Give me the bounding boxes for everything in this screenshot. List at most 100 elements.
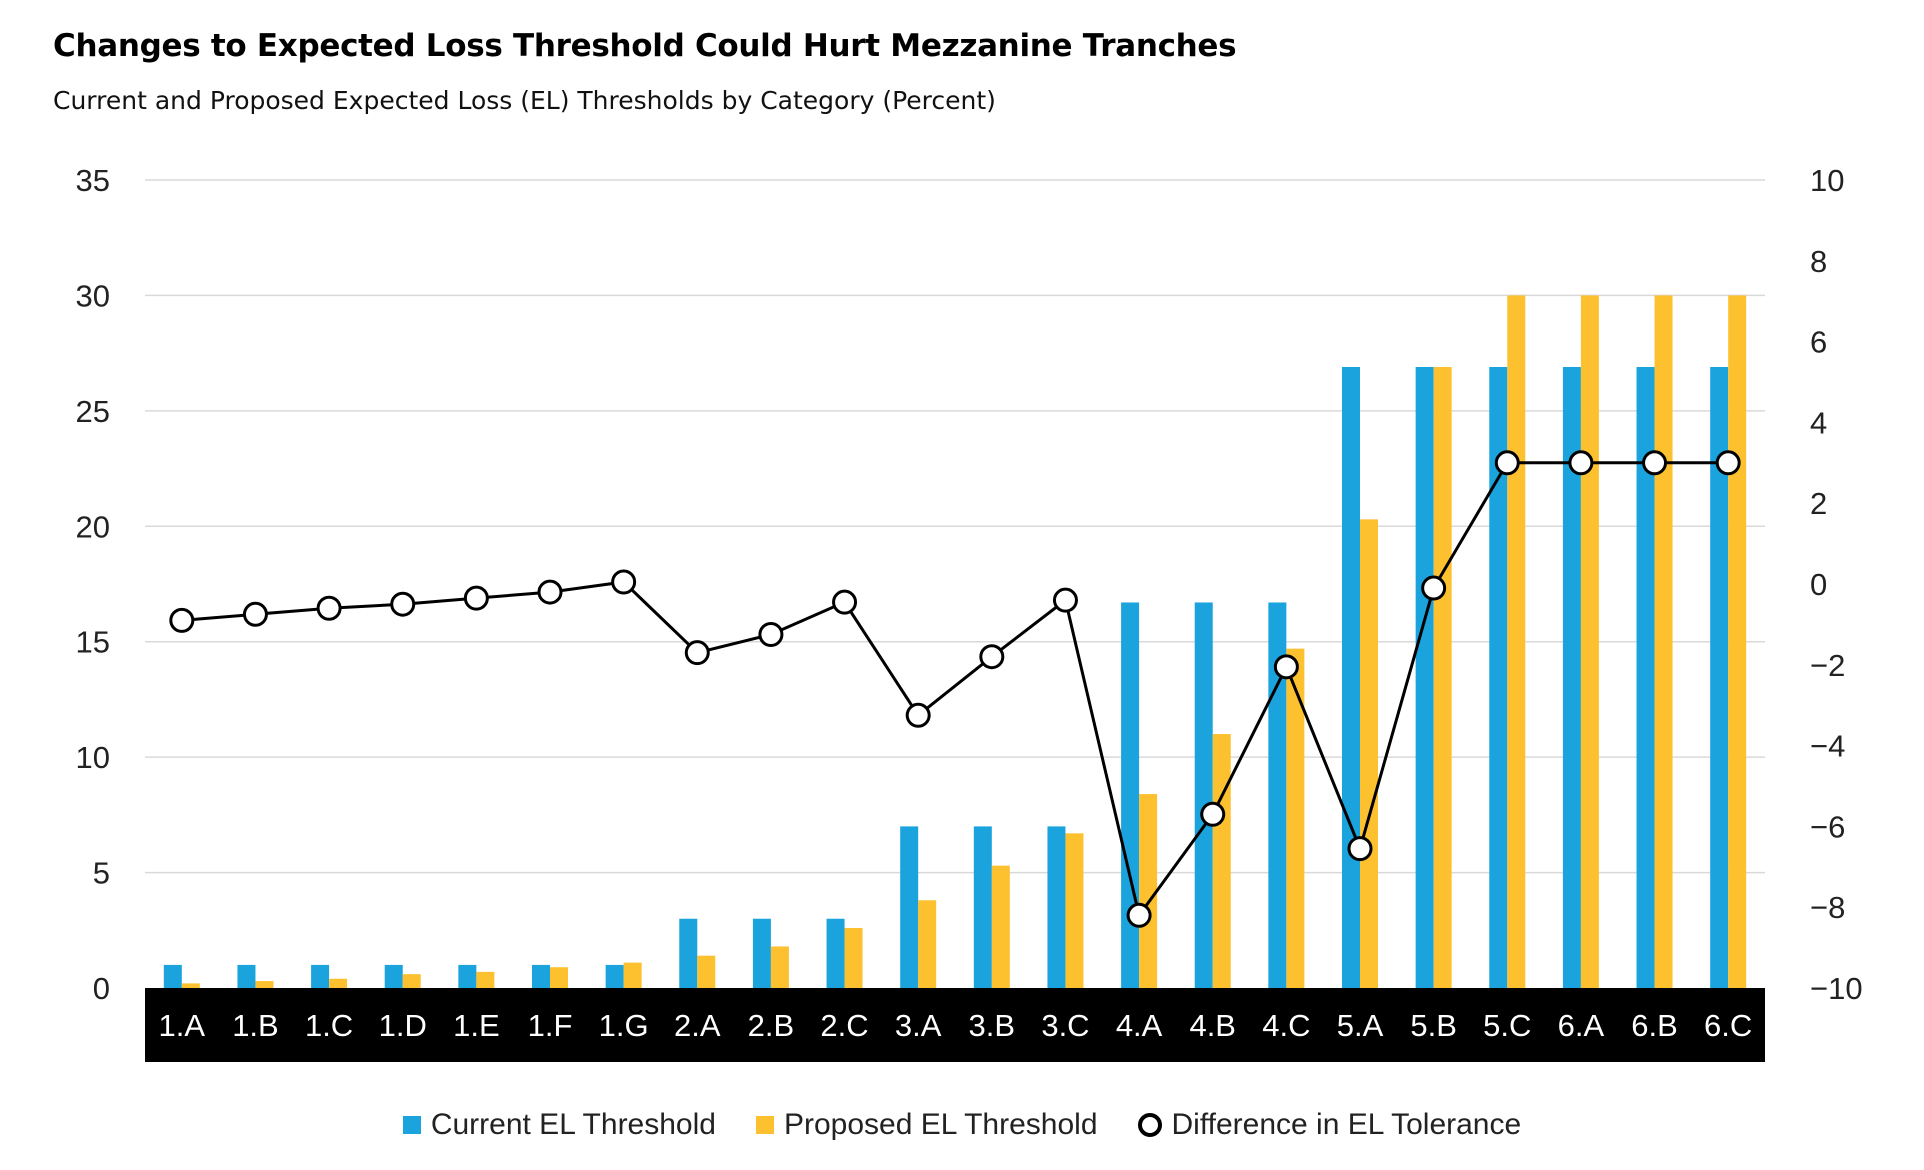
- difference-point: [537, 579, 563, 605]
- category-label: 2.A: [674, 1008, 721, 1043]
- category-label: 1.E: [453, 1008, 500, 1043]
- legend-label-proposed: Proposed EL Threshold: [783, 1108, 1098, 1141]
- category-label: 6.B: [1631, 1008, 1678, 1043]
- category-label: 1.C: [305, 1008, 353, 1043]
- bar-proposed: [1212, 734, 1231, 988]
- left-tick-label: 10: [76, 740, 110, 775]
- bar-current: [679, 918, 698, 988]
- difference-point: [758, 622, 784, 647]
- bar-proposed: [623, 962, 642, 988]
- bar-current: [311, 964, 330, 988]
- bar-proposed: [1654, 295, 1673, 988]
- bar-proposed: [1580, 295, 1599, 988]
- left-tick-label: 20: [76, 509, 110, 544]
- right-tick-label: −8: [1810, 890, 1845, 925]
- bar-current: [826, 918, 845, 988]
- right-tick-label: 0: [1810, 567, 1827, 602]
- category-label: 1.B: [232, 1008, 279, 1043]
- difference-point: [1273, 654, 1299, 680]
- right-tick-label: 2: [1810, 486, 1827, 521]
- left-tick-label: 5: [93, 856, 110, 891]
- legend-label-current: Current EL Threshold: [430, 1108, 716, 1141]
- difference-point: [905, 702, 931, 728]
- difference-line: [181, 461, 1729, 919]
- difference-point: [1052, 587, 1078, 613]
- bar-current: [1121, 602, 1140, 988]
- bar-current: [384, 964, 403, 988]
- bar-current: [1194, 602, 1213, 988]
- bar-proposed: [1728, 295, 1747, 988]
- category-label: 4.C: [1262, 1008, 1310, 1043]
- left-tick-label: 0: [93, 971, 110, 1006]
- category-label: 5.C: [1483, 1008, 1531, 1043]
- legend-swatch-difference: [1137, 1113, 1162, 1137]
- bar-proposed: [918, 900, 937, 988]
- bar-proposed: [1065, 833, 1084, 988]
- category-label: 1.F: [528, 1008, 573, 1043]
- bar-current: [1489, 366, 1508, 989]
- bar-current: [605, 964, 624, 988]
- category-label: 3.C: [1041, 1008, 1089, 1043]
- difference-point: [242, 601, 268, 627]
- right-tick-label: 6: [1810, 325, 1827, 360]
- difference-point: [316, 595, 342, 621]
- legend-swatch-current: [402, 1116, 421, 1134]
- bar-current: [973, 826, 992, 988]
- bar-proposed: [991, 865, 1010, 988]
- bar-proposed: [1139, 794, 1158, 988]
- left-tick-label: 25: [76, 394, 110, 429]
- right-tick-label: −10: [1810, 971, 1863, 1006]
- bar-current: [458, 964, 477, 988]
- difference-line-layer: [169, 450, 1741, 928]
- legend: Current EL Threshold Proposed EL Thresho…: [0, 1108, 1924, 1142]
- bar-proposed: [844, 927, 863, 988]
- right-tick-label: 8: [1810, 244, 1827, 279]
- left-tick-label: 35: [76, 163, 110, 198]
- left-axis-ticks: 0 5 10 15 20 25 30 35: [76, 163, 110, 1006]
- difference-point: [1200, 801, 1226, 827]
- right-tick-label: 10: [1810, 163, 1844, 198]
- difference-point: [611, 569, 637, 595]
- right-tick-label: 4: [1810, 405, 1827, 440]
- category-label: 2.B: [748, 1008, 795, 1043]
- legend-item-difference: Difference in EL Tolerance: [1137, 1108, 1522, 1142]
- bar-current: [1415, 366, 1434, 989]
- left-tick-label: 30: [76, 278, 110, 313]
- bar-proposed: [255, 981, 274, 988]
- difference-point: [1347, 836, 1373, 862]
- difference-point: [1126, 902, 1152, 928]
- bar-proposed: [329, 978, 348, 988]
- bar-current: [1636, 366, 1655, 989]
- bar-current: [1562, 366, 1581, 989]
- category-label: 4.A: [1116, 1008, 1163, 1043]
- difference-point: [390, 591, 416, 617]
- legend-swatch-proposed: [755, 1116, 774, 1134]
- legend-item-proposed: Proposed EL Threshold: [755, 1108, 1098, 1142]
- bar-proposed: [181, 983, 200, 988]
- bar-current: [163, 964, 182, 988]
- legend-label-difference: Difference in EL Tolerance: [1171, 1108, 1522, 1141]
- bar-proposed: [1433, 366, 1452, 989]
- bar-proposed: [770, 946, 789, 988]
- difference-point: [1421, 575, 1447, 601]
- difference-point: [684, 640, 710, 666]
- bar-proposed: [402, 974, 421, 988]
- left-tick-label: 15: [76, 625, 110, 660]
- right-tick-label: −6: [1810, 809, 1845, 844]
- difference-point: [1642, 450, 1668, 476]
- bar-current: [1268, 602, 1287, 988]
- bar-current: [1710, 366, 1729, 989]
- category-label: 1.G: [599, 1008, 649, 1043]
- bar-current: [237, 964, 256, 988]
- difference-point: [1715, 450, 1741, 476]
- bar-current: [900, 826, 919, 988]
- category-label: 6.A: [1558, 1008, 1605, 1043]
- bar-proposed: [476, 971, 495, 988]
- chart-subtitle: Current and Proposed Expected Loss (EL) …: [53, 86, 996, 115]
- bar-current: [1342, 366, 1360, 989]
- category-label: 5.B: [1410, 1008, 1457, 1043]
- right-tick-label: −4: [1810, 729, 1845, 764]
- bar-current: [752, 918, 771, 988]
- category-axis-band: [145, 988, 1765, 1062]
